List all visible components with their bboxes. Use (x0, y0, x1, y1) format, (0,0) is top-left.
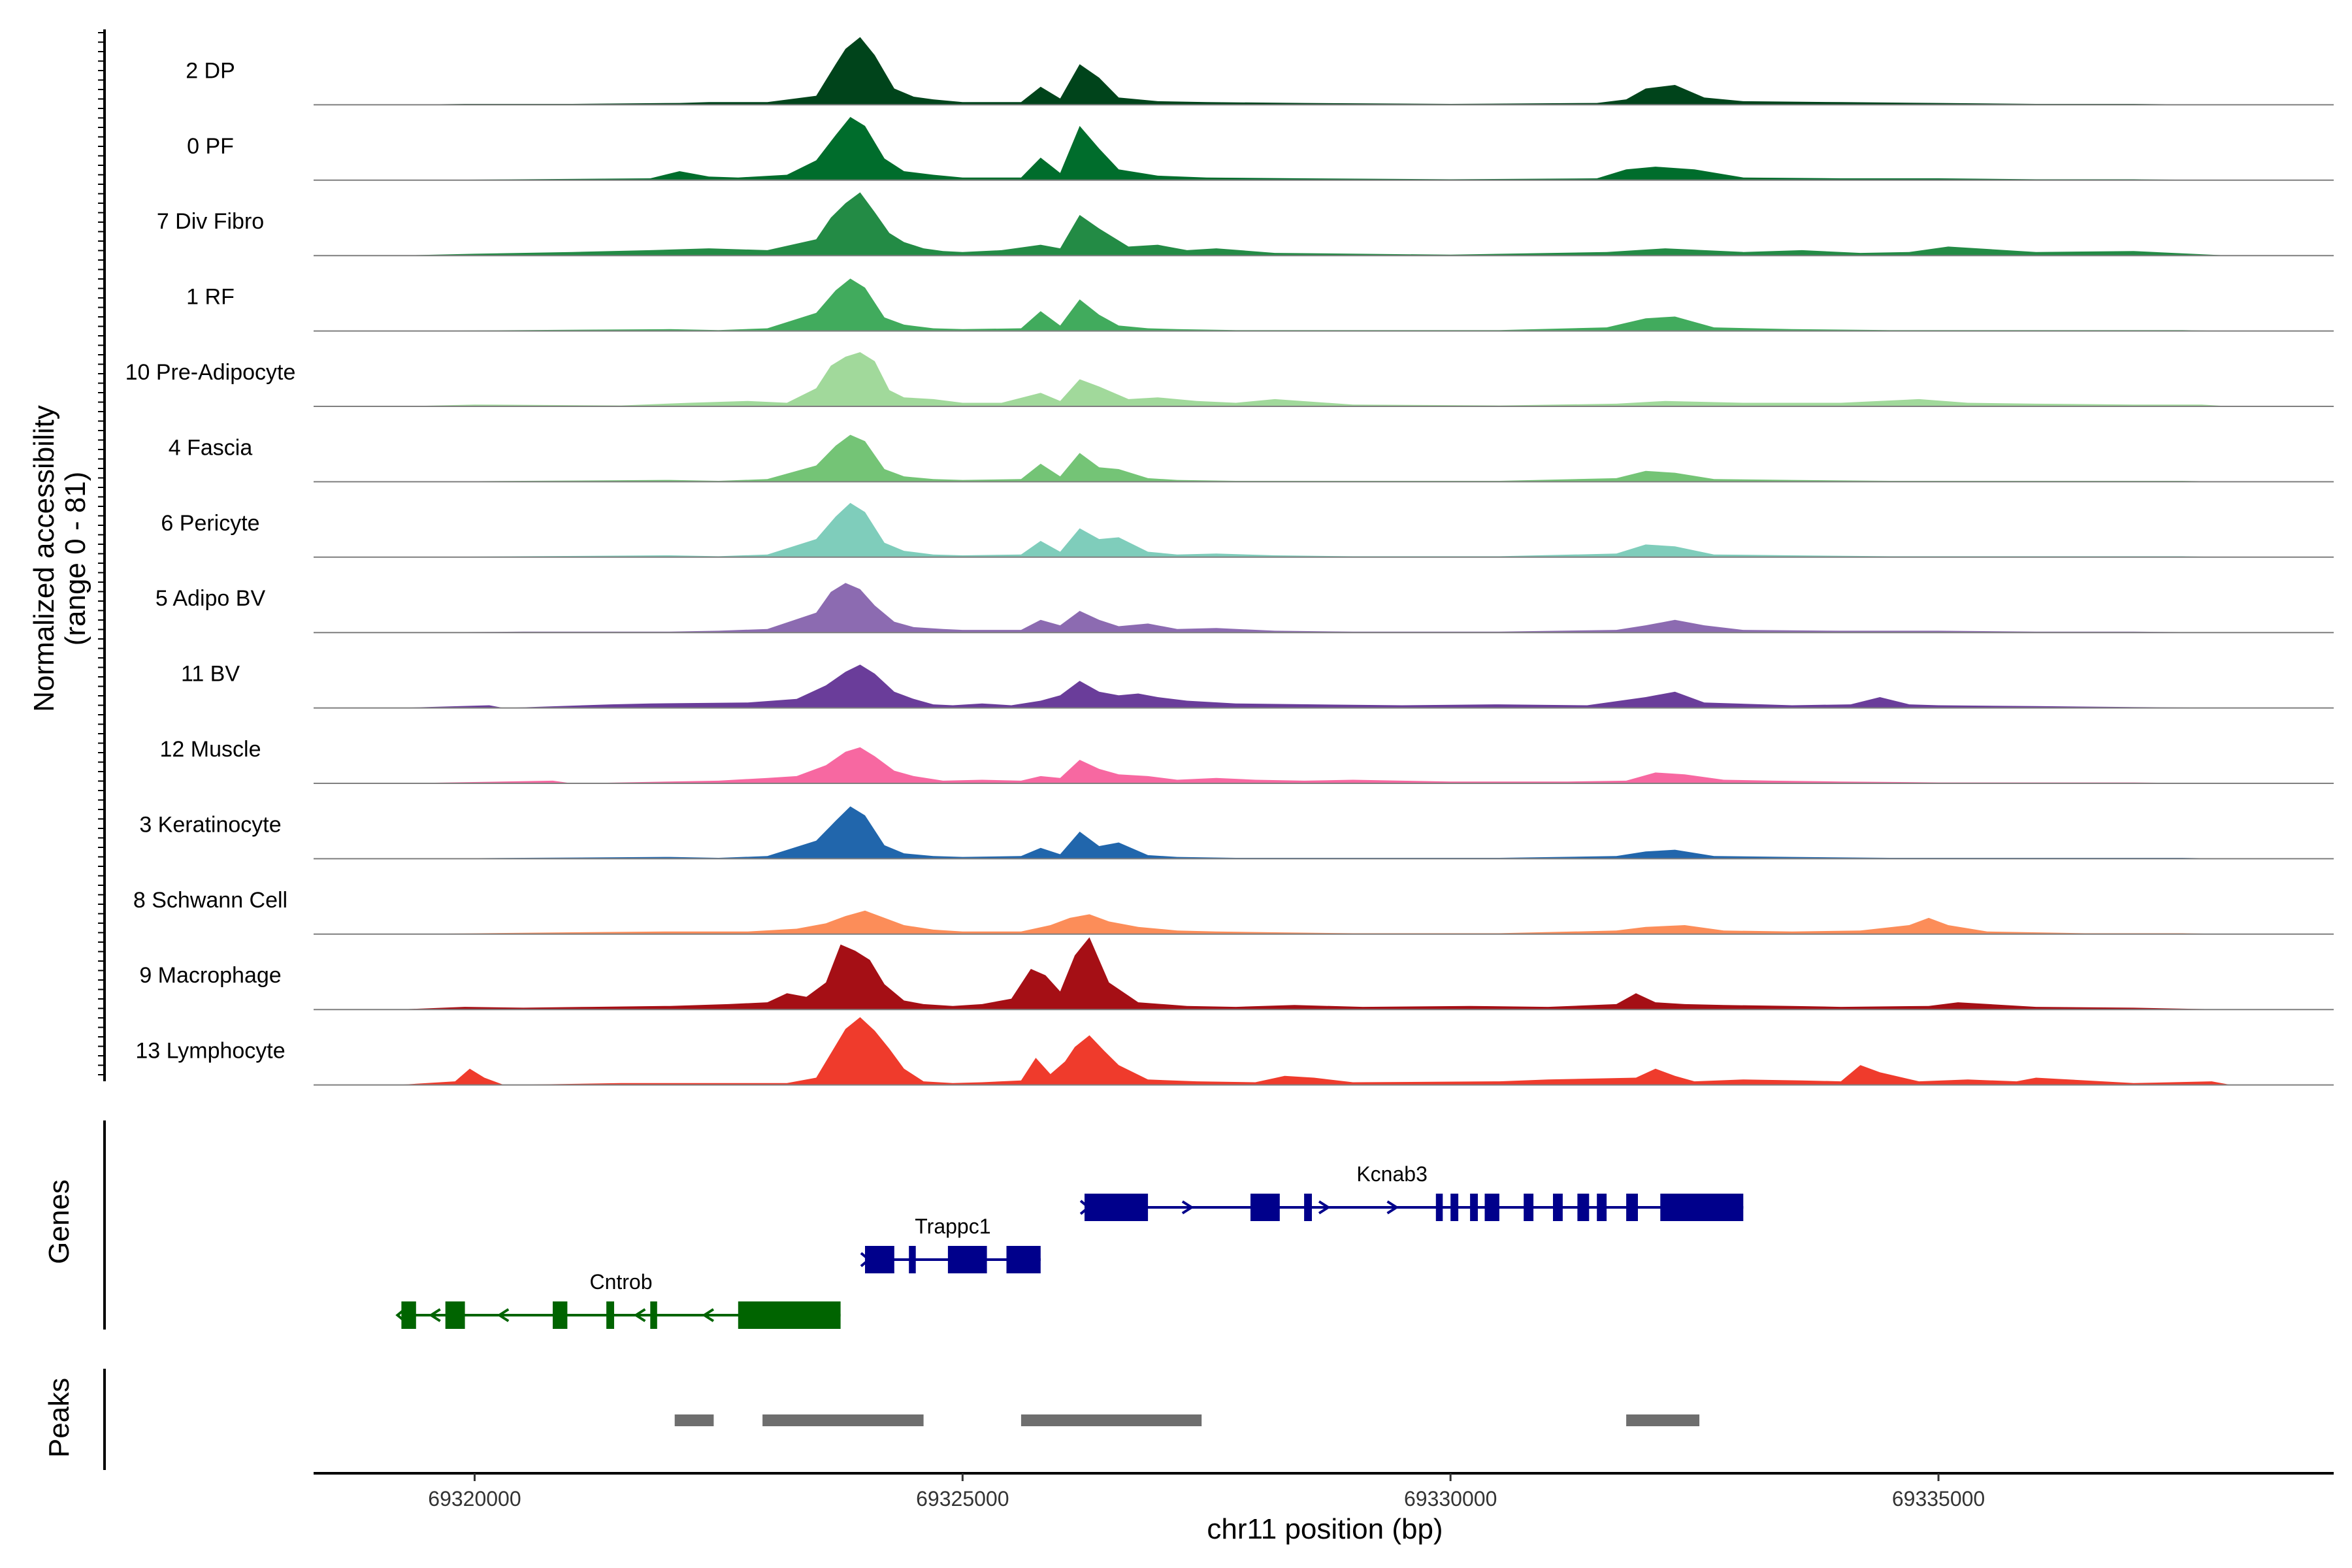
x-axis-title: chr11 position (bp) (1207, 1513, 1443, 1545)
gene-exon (445, 1301, 465, 1329)
coverage-area (397, 37, 2232, 105)
x-tick-label: 69330000 (1404, 1487, 1497, 1511)
gene-exon (401, 1301, 416, 1329)
coverage-area (397, 117, 2232, 180)
track-label: 8 Schwann Cell (133, 888, 287, 913)
x-tick-label: 69335000 (1892, 1487, 1985, 1511)
track-label: 6 Pericyte (161, 511, 259, 536)
track-12: 8 Schwann Cell (133, 888, 2334, 935)
strand-arrow (497, 1308, 510, 1322)
gene-exon (909, 1246, 916, 1273)
gene-exon (1597, 1194, 1607, 1221)
strand-arrow (1181, 1200, 1194, 1215)
track-3: 7 Div Fibro (157, 192, 2334, 257)
track-6: 4 Fascia (169, 434, 2334, 483)
coverage-area (397, 192, 2232, 256)
peaks-track-title: Peaks (43, 1378, 75, 1458)
track-10: 12 Muscle (160, 737, 2334, 784)
gene-exon (1553, 1194, 1563, 1221)
track-1: 2 DP (186, 37, 2334, 106)
gene-exon (606, 1301, 614, 1329)
gene-exon (1524, 1194, 1534, 1221)
strand-arrow (429, 1308, 441, 1322)
track-label: 3 Keratinocyte (139, 812, 281, 837)
peak-bar (762, 1414, 924, 1426)
track-5: 10 Pre-Adipocyte (125, 352, 2334, 407)
gene-exon (1577, 1194, 1590, 1221)
gene-exon (865, 1246, 894, 1273)
track-7: 6 Pericyte (161, 502, 2334, 558)
strand-arrow (702, 1308, 715, 1322)
track-label: 0 PF (187, 134, 234, 159)
gene-track: Trappc1 Kcnab3 Cntrob (395, 1162, 1744, 1329)
x-tick-label: 69325000 (916, 1487, 1009, 1511)
gene-exon (1484, 1194, 1499, 1221)
track-9: 11 BV (181, 662, 2334, 709)
gene-label: Trappc1 (915, 1215, 990, 1238)
track-label: 13 Lymphocyte (135, 1039, 285, 1064)
coverage-area (397, 352, 2232, 406)
coverage-area (397, 664, 2232, 708)
coverage-area (397, 937, 2232, 1010)
y-axis-title-line2: (range 0 - 81) (59, 472, 91, 646)
coverage-area (397, 910, 2232, 934)
strand-arrow (633, 1308, 646, 1322)
track-label: 12 Muscle (160, 737, 261, 762)
coverage-area (397, 434, 2232, 482)
gene-kcnab3: Kcnab3 (1079, 1162, 1744, 1221)
gene-exon (1006, 1246, 1041, 1273)
strand-arrow (1386, 1200, 1399, 1215)
track-label: 10 Pre-Adipocyte (125, 360, 296, 385)
y-axis (98, 29, 106, 1470)
gene-exon (1085, 1194, 1149, 1221)
strand-arrow (1318, 1200, 1331, 1215)
gene-cntrob: Cntrob (395, 1270, 841, 1329)
gene-label: Cntrob (589, 1270, 652, 1294)
track-label: 2 DP (186, 58, 235, 83)
coverage-area (397, 278, 2232, 331)
track-11: 3 Keratinocyte (139, 806, 2334, 860)
y-axis-title-line1: Normalized accessibility (28, 405, 60, 711)
gene-exon (947, 1246, 987, 1273)
coverage-tracks: 2 DP 0 PF 7 Div Fibro 1 RF 10 Pre-Adipocyte 4… (125, 37, 2334, 1086)
track-8: 5 Adipo BV (155, 583, 2334, 634)
coverage-area (397, 583, 2232, 633)
peak-track (674, 1414, 1700, 1426)
coverage-area (397, 502, 2232, 557)
track-label: 1 RF (186, 285, 235, 310)
x-tick-label: 69320000 (428, 1487, 521, 1511)
track-13: 9 Macrophage (139, 937, 2334, 1011)
track-label: 9 Macrophage (139, 963, 281, 988)
gene-exon (1250, 1194, 1280, 1221)
gene-exon (1435, 1194, 1443, 1221)
x-axis: 69320000 69325000 69330000 69335000 (314, 1472, 2334, 1511)
track-label: 5 Adipo BV (155, 586, 266, 611)
gene-label: Kcnab3 (1356, 1162, 1428, 1186)
track-4: 1 RF (186, 278, 2334, 332)
genes-track-title: Genes (43, 1179, 75, 1264)
gene-exon (1660, 1194, 1744, 1221)
track-label: 11 BV (181, 662, 240, 687)
coverage-area (397, 1017, 2232, 1085)
gene-exon (1470, 1194, 1478, 1221)
coverage-area (397, 747, 2232, 783)
gene-exon (1626, 1194, 1638, 1221)
gene-exon (650, 1301, 657, 1329)
gene-exon (553, 1301, 568, 1329)
track-2: 0 PF (187, 117, 2334, 181)
track-14: 13 Lymphocyte (135, 1017, 2334, 1086)
track-label: 4 Fascia (169, 435, 253, 460)
track-label: 7 Div Fibro (157, 209, 264, 234)
gene-exon (1304, 1194, 1312, 1221)
gene-exon (1450, 1194, 1459, 1221)
peak-bar (674, 1414, 714, 1426)
peak-bar (1021, 1414, 1202, 1426)
gene-exon (738, 1301, 841, 1329)
peak-bar (1626, 1414, 1700, 1426)
coverage-area (397, 806, 2232, 859)
gene-trappc1: Trappc1 (860, 1215, 1041, 1273)
